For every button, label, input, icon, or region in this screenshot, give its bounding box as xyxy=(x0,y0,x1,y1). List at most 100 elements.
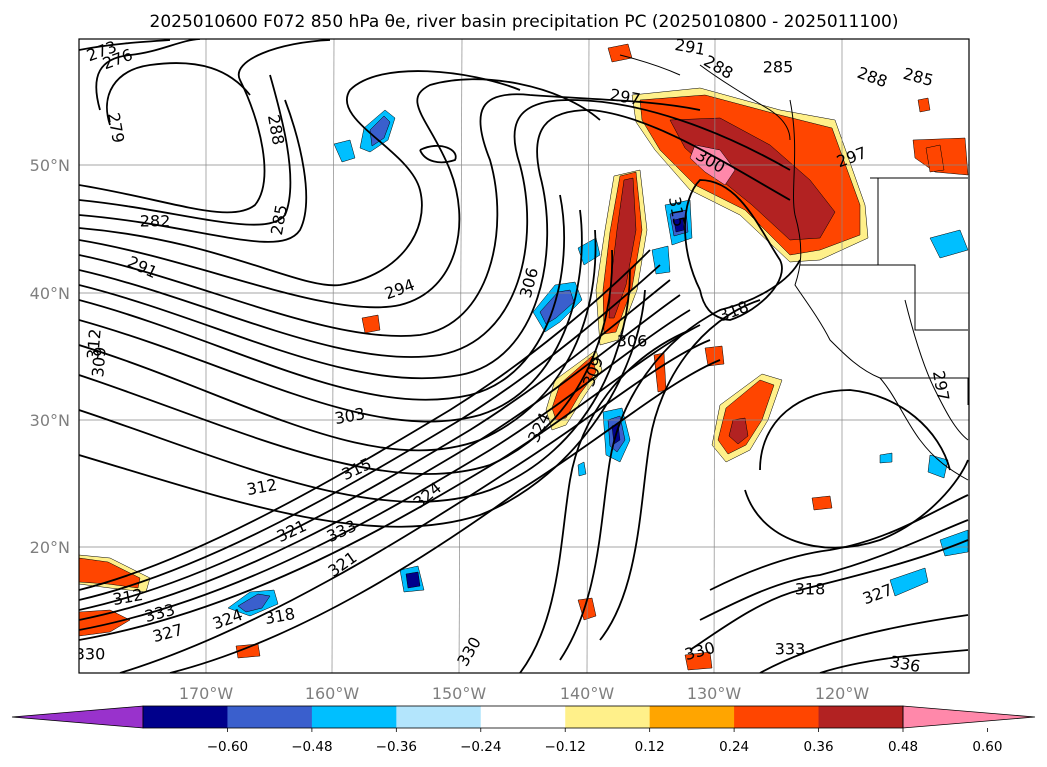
coastline xyxy=(904,299,969,441)
anomaly-region xyxy=(811,495,833,511)
x-tick-label: 120°W xyxy=(815,684,870,703)
contour-line xyxy=(684,179,783,321)
contour-line xyxy=(79,70,521,287)
contour-line xyxy=(119,339,711,673)
anomaly-region xyxy=(333,139,356,163)
contour-line xyxy=(759,389,951,471)
colorbar-segment xyxy=(311,706,397,728)
colorbar-segment xyxy=(143,706,228,728)
coastlines xyxy=(619,54,969,481)
colorbar-segment xyxy=(818,706,904,728)
anomaly-region xyxy=(235,643,261,659)
y-axis-ticks: 50°N 40°N 30°N 20°N xyxy=(30,156,70,557)
contour-label: 282 xyxy=(140,212,171,231)
colorbar-under-arrow xyxy=(11,705,144,729)
colorbar xyxy=(11,705,1036,729)
colorbar-over-arrow xyxy=(902,705,1036,729)
contour-line xyxy=(79,249,614,475)
contour-line xyxy=(79,99,791,358)
x-tick-label: 130°W xyxy=(687,684,742,703)
contour-line xyxy=(79,109,791,380)
anomaly-region xyxy=(929,229,969,259)
contour-line xyxy=(79,194,566,401)
anomaly-region xyxy=(361,314,381,334)
contour-label: 309 xyxy=(88,346,110,378)
contour-line xyxy=(95,39,201,111)
chart-title: 2025010600 F072 850 hPa θe, river basin … xyxy=(150,12,899,32)
colorbar-segment xyxy=(565,706,651,728)
contour-line xyxy=(79,93,701,337)
colorbar-tick-label: −0.12 xyxy=(545,739,586,755)
contour-line xyxy=(79,39,331,214)
y-tick-label: 40°N xyxy=(30,284,70,303)
x-tick-label: 140°W xyxy=(560,684,615,703)
colorbar-segment xyxy=(734,706,820,728)
contour-label: 306 xyxy=(617,332,648,351)
anomaly-region xyxy=(237,593,271,613)
colorbar-tick-label: 0.12 xyxy=(635,739,665,755)
anomaly-region xyxy=(369,115,391,147)
contour-label: 291 xyxy=(673,35,706,59)
anomaly-region xyxy=(927,454,949,479)
contour-line xyxy=(79,39,171,51)
contour-line xyxy=(819,649,969,673)
anomaly-region xyxy=(684,651,713,671)
colorbar-ticks: −0.60 −0.48 −0.36 −0.24 −0.12 0.12 0.24 0.36 0.4… xyxy=(207,728,1002,755)
contour-line xyxy=(699,519,969,621)
meridian-line xyxy=(458,39,463,673)
meridian-line xyxy=(586,39,590,673)
meridian-line xyxy=(713,39,716,673)
y-tick-label: 30°N xyxy=(30,411,70,430)
contour-line xyxy=(709,494,969,591)
contour-line xyxy=(106,62,251,126)
coastline xyxy=(800,264,968,331)
contour-line xyxy=(79,249,651,591)
contour-line xyxy=(79,294,681,621)
anomaly-region xyxy=(79,557,141,589)
colorbar-segment xyxy=(396,706,482,728)
colorbar-tick-label: 0.60 xyxy=(972,739,1002,755)
contour-line xyxy=(79,74,292,226)
colorbar-tick-label: −0.60 xyxy=(207,739,248,755)
contour-line xyxy=(169,359,721,673)
contour-label: 333 xyxy=(775,640,806,659)
contour-line xyxy=(79,264,661,601)
contour-line xyxy=(79,269,631,503)
meridian-line xyxy=(331,39,335,673)
contour-label: 330 xyxy=(75,645,106,664)
anomaly-region xyxy=(405,571,421,589)
anomaly-region xyxy=(879,452,893,464)
colorbar-tick-label: −0.48 xyxy=(291,739,332,755)
theta-e-contours xyxy=(79,39,969,673)
contour-line xyxy=(759,614,969,673)
contour-line xyxy=(559,259,801,661)
contour-label: 336 xyxy=(888,652,921,676)
anomaly-region xyxy=(917,97,931,113)
contour-line xyxy=(599,299,761,641)
coastline xyxy=(880,377,969,405)
contour-line xyxy=(79,324,701,641)
map-frame xyxy=(78,38,970,674)
x-tick-label: 160°W xyxy=(305,684,360,703)
x-axis-ticks: 170°W 160°W 150°W 140°W 130°W 120°W xyxy=(179,684,870,703)
anomaly-region xyxy=(939,529,969,557)
contour-line xyxy=(744,459,969,549)
y-tick-label: 50°N xyxy=(30,156,70,175)
contour-label: 312 xyxy=(83,328,105,360)
coastline xyxy=(789,99,969,481)
contour-line xyxy=(689,539,969,651)
colorbar-frame xyxy=(142,705,904,729)
contour-line xyxy=(419,145,457,164)
anomaly-region xyxy=(673,217,685,233)
anomaly-region xyxy=(889,567,929,597)
colorbar-segment xyxy=(227,706,313,728)
colorbar-tick-label: 0.36 xyxy=(804,739,834,755)
contour-line xyxy=(79,279,671,611)
contour-line xyxy=(79,99,308,243)
colorbar-tick-label: −0.24 xyxy=(460,739,501,755)
contour-line xyxy=(79,229,597,452)
colorbar-segment xyxy=(480,706,566,728)
y-tick-label: 20°N xyxy=(30,538,70,557)
anomaly-region xyxy=(728,417,749,445)
